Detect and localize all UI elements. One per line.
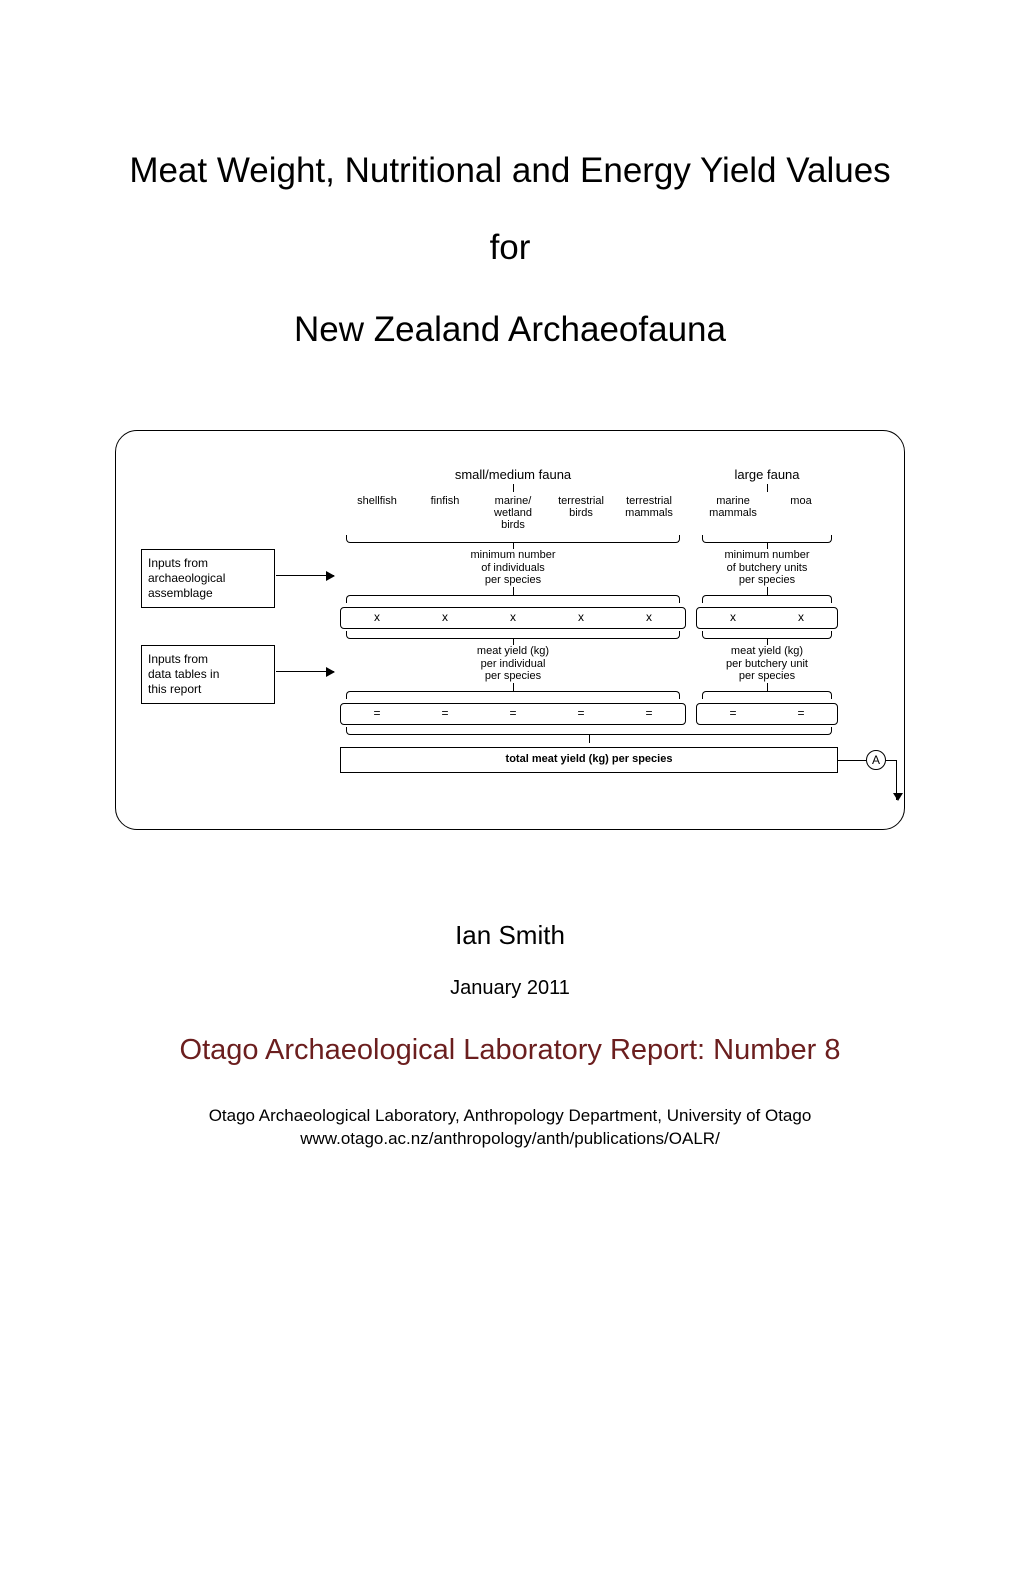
eq-cell-0: =	[346, 706, 408, 720]
footer-block: Ian Smith January 2011 Otago Archaeologi…	[0, 920, 1020, 1149]
title-line-1: Meat Weight, Nutritional and Energy Yiel…	[0, 150, 1020, 192]
x-cell-6: x	[770, 610, 832, 624]
stem-large-2b	[767, 683, 768, 691]
mid-text-small-2: meat yield (kg)per individualper species	[453, 645, 573, 683]
report-date: January 2011	[0, 977, 1020, 1000]
title-for: for	[0, 228, 1020, 268]
column-label-4: terrestrialmammals	[618, 495, 680, 519]
x-cell-1: x	[414, 610, 476, 624]
column-label-2: marine/wetlandbirds	[482, 495, 544, 531]
header-large-tick	[767, 484, 768, 492]
arrow-input-2	[276, 671, 334, 672]
column-label-6: moa	[770, 495, 832, 507]
stem-small-1b	[513, 587, 514, 595]
column-label-3: terrestrialbirds	[550, 495, 612, 519]
node-a-circle: A	[866, 750, 886, 770]
arrow-input-1	[276, 575, 334, 576]
header-small-tick	[513, 484, 514, 492]
total-output-bar: total meat yield (kg) per species	[340, 747, 838, 773]
x-cell-2: x	[482, 610, 544, 624]
bracket-small-1	[346, 535, 680, 543]
total-output-label: total meat yield (kg) per species	[341, 753, 837, 765]
eq-cell-5: =	[702, 706, 764, 720]
bracket-large-2	[702, 631, 832, 639]
stem-small-2b	[513, 683, 514, 691]
x-cell-3: x	[550, 610, 612, 624]
header-large-fauna: large fauna	[717, 467, 817, 482]
eq-cell-3: =	[550, 706, 612, 720]
series-title: Otago Archaeological Laboratory Report: …	[0, 1034, 1020, 1067]
a-down-stem	[896, 760, 897, 800]
flowchart-diagram: small/medium fauna large fauna shellfish fi…	[115, 430, 905, 830]
bracket-small-2	[346, 631, 680, 639]
title-line-2: New Zealand Archaeofauna	[0, 310, 1020, 350]
author-name: Ian Smith	[0, 920, 1020, 951]
eq-cell-1: =	[414, 706, 476, 720]
bracket-small-1b	[346, 595, 680, 603]
bracket-large-1	[702, 535, 832, 543]
publication-url: www.otago.ac.nz/anthropology/anth/public…	[0, 1129, 1020, 1149]
mid-text-small-1: minimum numberof individualsper species	[453, 549, 573, 587]
eq-cell-6: =	[770, 706, 832, 720]
eq-cell-4: =	[618, 706, 680, 720]
stem-large-1b	[767, 587, 768, 595]
column-label-5: marinemammals	[702, 495, 764, 519]
column-label-0: shellfish	[346, 495, 408, 507]
x-cell-5: x	[702, 610, 764, 624]
eq-cell-2: =	[482, 706, 544, 720]
stem-total	[589, 735, 590, 743]
bracket-large-1b	[702, 595, 832, 603]
title-block: Meat Weight, Nutritional and Energy Yiel…	[0, 150, 1020, 350]
mid-text-large-2: meat yield (kg)per butchery unitper spec…	[707, 645, 827, 683]
mid-text-large-1: minimum numberof butchery unitsper speci…	[707, 549, 827, 587]
bracket-total	[346, 727, 832, 735]
header-small-fauna: small/medium fauna	[443, 467, 583, 482]
institution: Otago Archaeological Laboratory, Anthrop…	[0, 1103, 1020, 1129]
column-label-1: finfish	[414, 495, 476, 507]
bracket-small-2b	[346, 691, 680, 699]
connector-to-a	[838, 760, 866, 761]
input-box-assemblage: Inputs fromarchaeologicalassemblage	[141, 549, 275, 608]
bracket-large-2b	[702, 691, 832, 699]
x-cell-0: x	[346, 610, 408, 624]
x-cell-4: x	[618, 610, 680, 624]
connector-a-right	[886, 760, 896, 761]
input-box-tables: Inputs fromdata tables inthis report	[141, 645, 275, 704]
document-page: Meat Weight, Nutritional and Energy Yiel…	[0, 150, 1020, 1592]
